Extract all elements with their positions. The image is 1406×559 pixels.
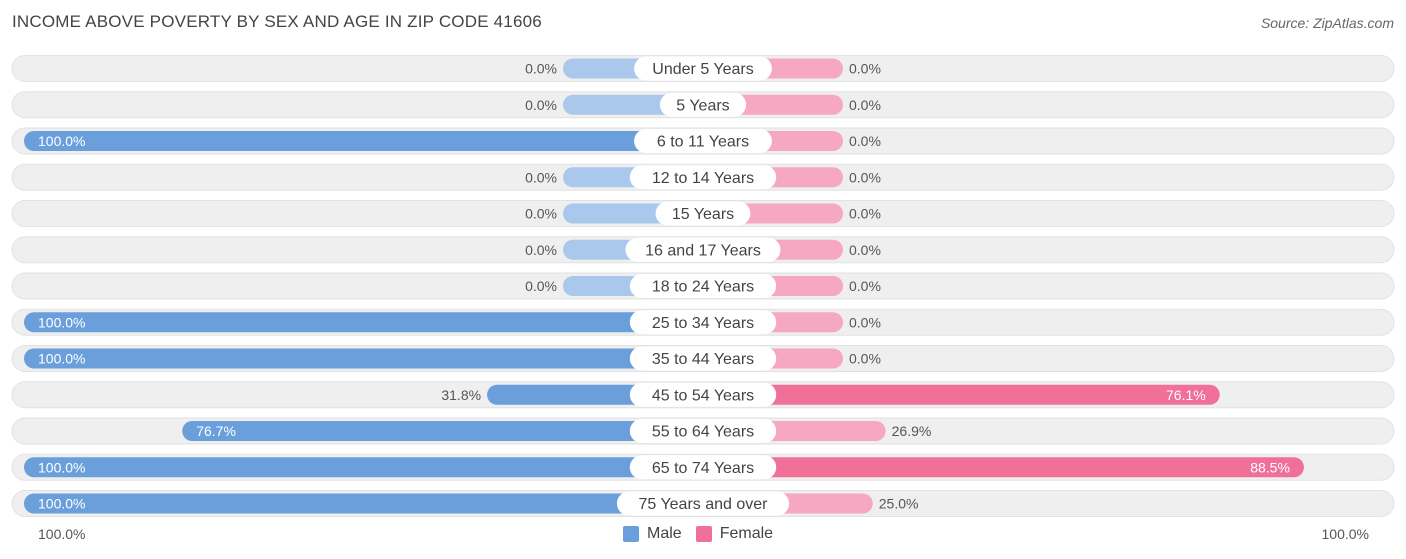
female-value-label: 25.0% <box>879 496 919 512</box>
male-value-label: 100.0% <box>38 133 85 149</box>
category-label: 6 to 11 Years <box>657 134 749 151</box>
category-label: 35 to 44 Years <box>652 351 754 368</box>
male-value-label: 0.0% <box>525 242 557 258</box>
category-label: 15 Years <box>672 206 734 223</box>
female-bar <box>703 457 1304 478</box>
male-bar <box>182 421 703 441</box>
male-bar <box>24 493 703 514</box>
female-value-label: 0.0% <box>849 278 881 294</box>
male-value-label: 100.0% <box>38 314 85 330</box>
female-value-label: 76.1% <box>1166 387 1206 403</box>
category-label: 5 Years <box>676 97 729 114</box>
category-pill <box>629 274 777 298</box>
category-pill <box>629 419 777 443</box>
female-value-label: 0.0% <box>849 206 881 222</box>
category-label: Under 5 Years <box>652 61 753 78</box>
female-value-label: 0.0% <box>849 97 881 113</box>
category-pill <box>629 165 777 190</box>
chart-title: INCOME ABOVE POVERTY BY SEX AND AGE IN Z… <box>12 12 542 31</box>
male-value-label: 76.7% <box>196 423 236 439</box>
male-value-label: 100.0% <box>38 459 85 475</box>
female-value-label: 0.0% <box>849 351 881 367</box>
legend-female-label: Female <box>719 525 774 542</box>
legend: Male Female <box>623 525 787 543</box>
category-pill <box>634 129 772 153</box>
male-bar <box>24 131 703 151</box>
male-value-label: 100.0% <box>38 351 85 367</box>
female-swatch <box>695 526 712 542</box>
category-pill <box>616 491 790 516</box>
female-value-label: 26.9% <box>892 423 932 439</box>
category-pill <box>629 346 777 371</box>
category-label: 55 to 64 Years <box>652 424 754 441</box>
male-value-label: 0.0% <box>525 97 557 113</box>
category-pill <box>634 56 772 81</box>
legend-item-female: Female <box>695 525 774 543</box>
category-label: 25 to 34 Years <box>652 315 754 332</box>
male-value-label: 31.8% <box>441 387 481 403</box>
female-value-label: 0.0% <box>849 61 881 77</box>
category-label: 65 to 74 Years <box>652 460 754 477</box>
female-value-label: 0.0% <box>849 169 881 185</box>
male-value-label: 0.0% <box>525 206 557 222</box>
category-label: 45 to 54 Years <box>652 387 754 404</box>
axis-left-label: 100.0% <box>38 526 86 542</box>
male-value-label: 0.0% <box>525 169 557 185</box>
male-value-label: 0.0% <box>525 61 557 77</box>
male-bar <box>24 348 703 369</box>
female-value-label: 0.0% <box>849 242 881 258</box>
category-label: 16 and 17 Years <box>645 242 761 259</box>
female-value-label: 88.5% <box>1250 459 1290 475</box>
axis-right-label: 100.0% <box>1321 526 1369 542</box>
legend-item-male: Male <box>623 525 682 543</box>
category-pill <box>659 92 747 117</box>
male-bar <box>24 312 703 333</box>
category-pill <box>629 455 777 480</box>
category-pill <box>625 237 781 262</box>
female-bar <box>703 384 1220 405</box>
category-label: 75 Years and over <box>639 496 769 513</box>
male-swatch <box>623 526 639 542</box>
female-value-label: 0.0% <box>849 314 881 330</box>
source-label: Source: ZipAtlas.com <box>1260 15 1394 31</box>
category-label: 12 to 14 Years <box>652 170 754 187</box>
male-value-label: 0.0% <box>525 278 557 294</box>
category-pill <box>655 201 751 226</box>
male-bar <box>24 457 703 478</box>
category-pill <box>629 382 777 407</box>
category-pill <box>629 310 777 335</box>
female-value-label: 0.0% <box>849 133 881 149</box>
legend-male-label: Male <box>647 525 682 542</box>
male-value-label: 100.0% <box>38 496 85 512</box>
category-label: 18 to 24 Years <box>652 279 754 296</box>
